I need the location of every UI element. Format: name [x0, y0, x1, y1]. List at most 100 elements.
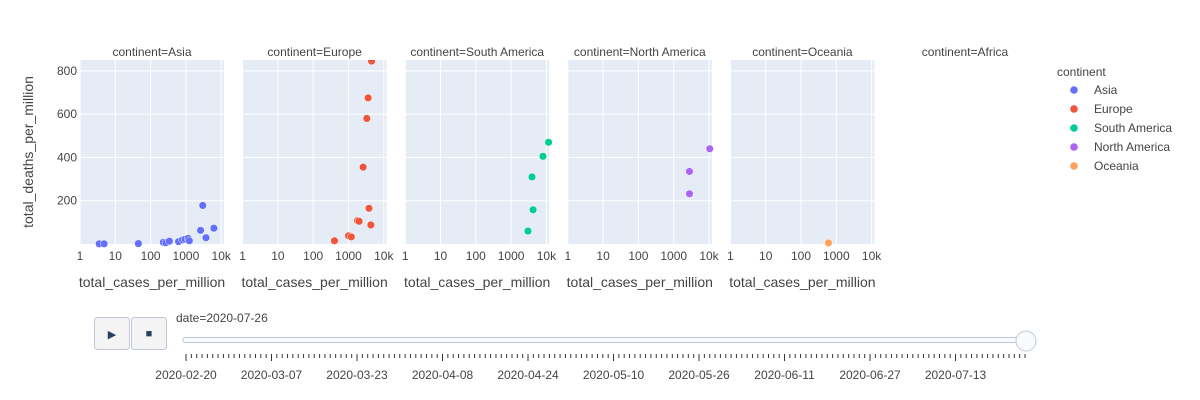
- data-point[interactable]: [529, 205, 538, 214]
- x-tick-label: 1000: [173, 249, 200, 263]
- slider-tick-label: 2020-03-07: [241, 368, 303, 382]
- slider-tick-label: 2020-05-10: [583, 368, 645, 382]
- legend-label: South America: [1094, 121, 1172, 135]
- plot-area: [242, 60, 387, 244]
- y-tick-label: 600: [57, 107, 77, 121]
- x-tick-label: 10k: [537, 249, 557, 263]
- data-point[interactable]: [705, 144, 714, 153]
- legend: continent Asia Europe South America North Am…: [1057, 65, 1172, 173]
- x-tick-label: 1: [727, 249, 734, 263]
- x-tick-label: 1000: [335, 249, 362, 263]
- legend-label: North America: [1094, 140, 1170, 154]
- data-point[interactable]: [355, 217, 364, 226]
- legend-label: Europe: [1094, 102, 1133, 116]
- date-slider[interactable]: date=2020-07-26 2020-02-20 2020-03-07 2020-…: [155, 311, 1037, 382]
- data-point[interactable]: [99, 239, 109, 248]
- data-point[interactable]: [134, 239, 143, 248]
- data-point[interactable]: [185, 236, 194, 245]
- x-tick-label: 10k: [699, 249, 719, 263]
- plot-area: [405, 60, 550, 244]
- plot-area: [567, 60, 712, 244]
- slider-tick-label: 2020-04-08: [412, 368, 474, 382]
- x-tick-label: 10k: [374, 249, 394, 263]
- data-point[interactable]: [685, 189, 694, 198]
- x-tick-label: 1: [239, 249, 246, 263]
- facet-title: continent=Asia: [112, 45, 191, 59]
- x-tick-label: 10k: [212, 249, 232, 263]
- data-point[interactable]: [527, 172, 537, 181]
- x-tick-label: 100: [466, 249, 486, 263]
- slider-tick-label: 2020-07-13: [925, 368, 987, 382]
- x-tick-label: 1: [564, 249, 571, 263]
- slider-tick-label: 2020-03-23: [326, 368, 388, 382]
- markers: [330, 57, 376, 245]
- stop-button[interactable]: ■: [131, 317, 167, 350]
- markers: [685, 144, 714, 198]
- slider-tick-label: 2020-04-24: [497, 368, 559, 382]
- data-point[interactable]: [364, 93, 373, 102]
- x-axis-title: total_cases_per_million: [567, 274, 713, 290]
- x-axis-title: total_cases_per_million: [404, 274, 550, 290]
- legend-item-north-america[interactable]: North America: [1070, 140, 1170, 154]
- data-point[interactable]: [366, 220, 375, 230]
- facet-panel-5: continent=Africa: [922, 45, 1009, 59]
- data-point[interactable]: [165, 237, 174, 246]
- plot-area: [80, 60, 224, 244]
- data-point[interactable]: [196, 226, 205, 235]
- legend-marker: [1070, 105, 1078, 113]
- slider-current-value: date=2020-07-26: [176, 311, 268, 325]
- data-point[interactable]: [201, 233, 211, 242]
- data-point[interactable]: [198, 201, 207, 210]
- legend-item-oceania[interactable]: Oceania: [1070, 159, 1139, 173]
- facet-panel-1: continent=Europe 1 10 100 1000 10k total_cases…: [239, 45, 394, 290]
- facet-panels: continent=Asia 1 10 100 1000 10k 200 400 600 800 t…: [57, 45, 1009, 290]
- slider-tick-label: 2020-06-27: [839, 368, 901, 382]
- x-tick-label: 1: [77, 249, 84, 263]
- markers: [523, 138, 553, 236]
- slider-handle[interactable]: [1015, 330, 1037, 352]
- x-tick-label: 1: [402, 249, 409, 263]
- slider-ticks: [185, 354, 1026, 361]
- data-point[interactable]: [538, 152, 548, 161]
- facet-panel-0: continent=Asia 1 10 100 1000 10k 200 400 600 800 t…: [57, 45, 232, 290]
- data-point[interactable]: [367, 57, 376, 66]
- data-point[interactable]: [824, 238, 833, 247]
- y-tick-label: 400: [57, 150, 77, 164]
- legend-title: continent: [1057, 65, 1106, 79]
- data-point[interactable]: [209, 224, 218, 233]
- x-axis-title: total_cases_per_million: [79, 274, 225, 290]
- facet-panel-2: continent=South America 1 10 100 1000 10k tota…: [402, 45, 557, 290]
- slider-track: [182, 337, 1031, 343]
- facet-title: continent=South America: [410, 45, 544, 59]
- y-axis-title: total_deaths_per_million: [20, 76, 36, 228]
- facet-title: continent=Africa: [922, 45, 1009, 59]
- legend-marker: [1070, 86, 1078, 94]
- facet-title: continent=Europe: [267, 45, 362, 59]
- legend-marker: [1070, 143, 1078, 151]
- data-point[interactable]: [544, 138, 553, 147]
- data-point[interactable]: [685, 167, 694, 176]
- x-tick-label: 100: [303, 249, 323, 263]
- slider-tick-label: 2020-02-20: [155, 368, 217, 382]
- data-point[interactable]: [364, 204, 374, 213]
- data-point[interactable]: [359, 163, 368, 172]
- x-tick-label: 10: [596, 249, 610, 263]
- data-point[interactable]: [330, 236, 339, 245]
- x-tick-label: 10: [434, 249, 448, 263]
- data-point[interactable]: [362, 114, 371, 123]
- x-tick-label: 1000: [498, 249, 525, 263]
- play-button[interactable]: ▶: [94, 317, 130, 350]
- markers: [95, 201, 218, 248]
- data-point[interactable]: [347, 232, 356, 241]
- legend-item-south-america[interactable]: South America: [1070, 121, 1172, 135]
- data-point[interactable]: [523, 226, 532, 236]
- legend-item-europe[interactable]: Europe: [1070, 102, 1133, 116]
- x-tick-label: 1000: [823, 249, 850, 263]
- animation-controls: ▶ ■: [94, 317, 167, 350]
- legend-label: Oceania: [1094, 159, 1139, 173]
- play-button-bg: [94, 317, 130, 350]
- stop-button-bg: [131, 317, 167, 350]
- x-tick-label: 10k: [862, 249, 882, 263]
- legend-item-asia[interactable]: Asia: [1070, 83, 1118, 97]
